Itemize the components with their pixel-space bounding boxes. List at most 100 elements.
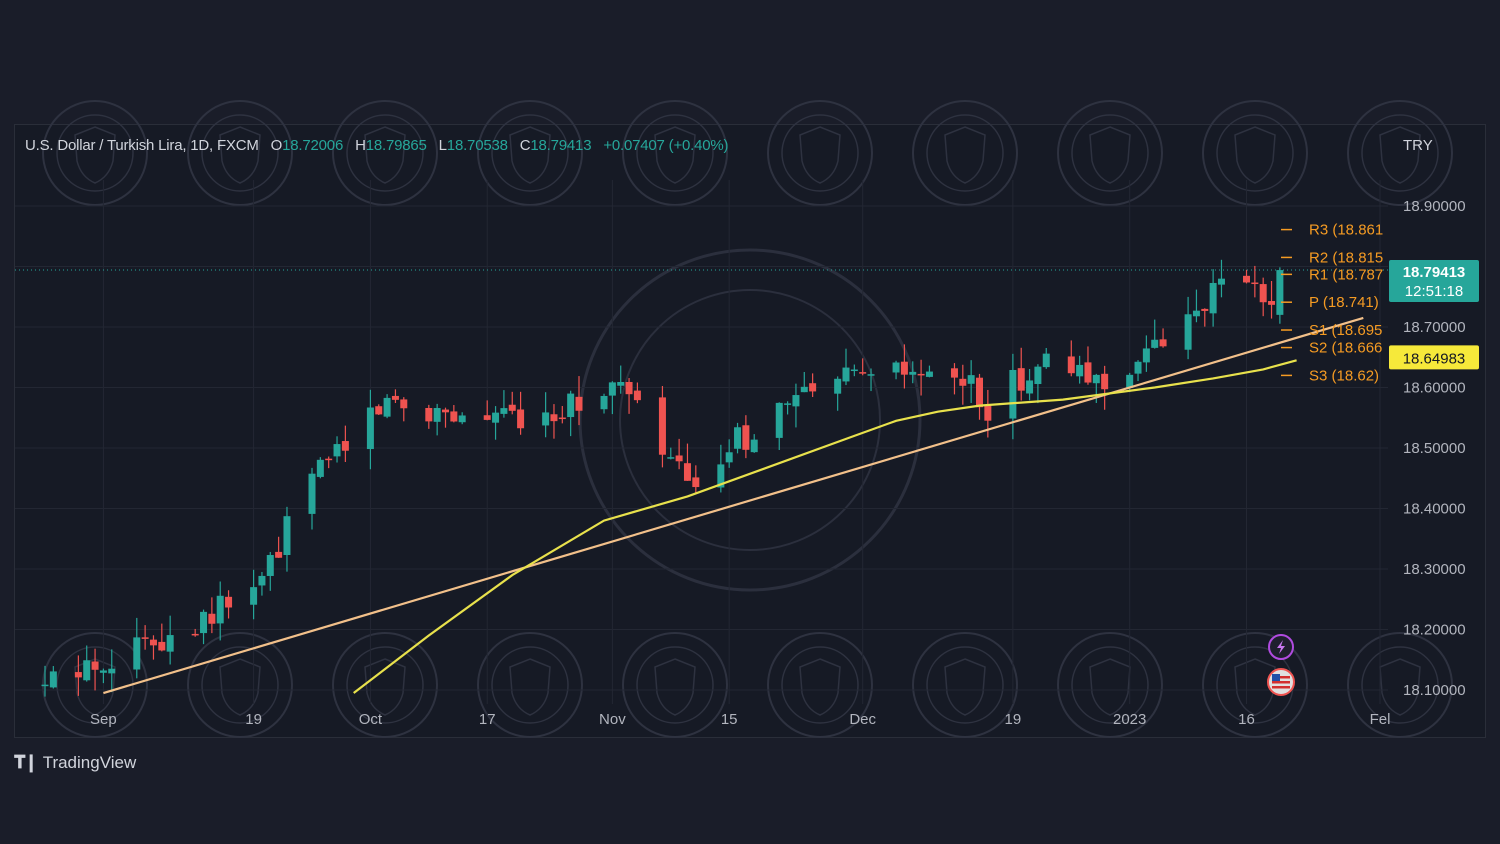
price-tick-label: 18.10000 bbox=[1403, 682, 1466, 699]
candle-body bbox=[133, 637, 141, 670]
candle-body bbox=[442, 409, 449, 413]
candle-body bbox=[1243, 275, 1250, 283]
candle-body bbox=[1217, 278, 1225, 285]
candle-body bbox=[633, 390, 641, 401]
last-price-badge bbox=[1389, 260, 1479, 303]
watermark-layer bbox=[42, 100, 1453, 738]
candle-body bbox=[717, 464, 725, 488]
candle-body bbox=[1042, 353, 1050, 368]
candle-body bbox=[316, 459, 324, 477]
candle-body bbox=[976, 377, 983, 408]
candle-body bbox=[667, 457, 675, 459]
candle-body bbox=[725, 452, 733, 463]
trendline bbox=[103, 316, 1364, 695]
candle-body bbox=[158, 641, 166, 651]
candle-body bbox=[400, 399, 408, 409]
time-tick-label: Dec bbox=[849, 711, 876, 728]
bar-countdown: 12:51:18 bbox=[1405, 283, 1463, 300]
candle-body bbox=[1067, 356, 1075, 374]
time-tick-label: 16 bbox=[1238, 711, 1255, 728]
candle-body bbox=[275, 551, 283, 558]
candle-body bbox=[784, 403, 792, 405]
candle-body bbox=[99, 670, 107, 673]
candle-body bbox=[617, 381, 625, 386]
us-flag-icon[interactable] bbox=[1267, 668, 1295, 696]
candle-body bbox=[575, 396, 583, 411]
candle-body bbox=[800, 386, 808, 393]
candle-body bbox=[200, 611, 208, 634]
candle-body bbox=[1126, 374, 1134, 388]
candle-body bbox=[834, 378, 842, 394]
price-tick-label: 18.20000 bbox=[1403, 622, 1466, 639]
candle-body bbox=[225, 596, 233, 608]
candle-body bbox=[208, 613, 216, 624]
candle-body bbox=[1142, 348, 1150, 363]
candle-body bbox=[458, 415, 466, 423]
symbol-title: U.S. Dollar / Turkish Lira, 1D, FXCM bbox=[25, 137, 259, 154]
candle-body bbox=[1276, 270, 1284, 315]
pivot-label: P (18.741) bbox=[1309, 294, 1379, 311]
watermark-emblem bbox=[619, 289, 881, 551]
change-value: +0.07407 (+0.40%) bbox=[603, 137, 729, 154]
candle-body bbox=[625, 381, 633, 395]
watermark-emblem bbox=[332, 632, 438, 738]
high-value: 18.79865 bbox=[365, 137, 427, 154]
candle-body bbox=[149, 639, 157, 646]
price-tick-label: 18.90000 bbox=[1403, 198, 1466, 215]
candle-body bbox=[49, 671, 57, 688]
candle-body bbox=[366, 407, 374, 450]
time-tick-label: 2023 bbox=[1113, 711, 1146, 728]
high-label: H bbox=[355, 137, 366, 154]
price-axis[interactable]: TRY18.9000018.8000018.7000018.6000018.50… bbox=[1403, 137, 1466, 699]
overlay-lines bbox=[15, 269, 1388, 695]
candle-body bbox=[775, 402, 783, 438]
candle-body bbox=[258, 575, 266, 586]
price-axis-labels: 18.79413 12:51:18 18.64983 bbox=[1389, 260, 1479, 370]
time-tick-label: 17 bbox=[479, 711, 496, 728]
candle-body bbox=[1134, 361, 1142, 374]
candle-body bbox=[542, 412, 550, 426]
symbol-legend: U.S. Dollar / Turkish Lira, 1D, FXCM O18… bbox=[25, 137, 729, 154]
candle-body bbox=[492, 412, 500, 423]
event-icons[interactable] bbox=[1267, 634, 1295, 696]
candle-body bbox=[1092, 374, 1100, 384]
candle-body bbox=[283, 516, 291, 555]
candle-body bbox=[917, 373, 925, 376]
time-tick-label: Sep bbox=[90, 711, 117, 728]
candle-body bbox=[1009, 369, 1017, 419]
time-tick-label: 19 bbox=[1005, 711, 1022, 728]
close-label: C bbox=[519, 137, 531, 154]
candle-body bbox=[325, 458, 333, 461]
candle-body bbox=[600, 395, 608, 410]
pivot-label: R1 (18.787 bbox=[1309, 266, 1383, 283]
candle-body bbox=[608, 382, 616, 396]
flash-icon[interactable] bbox=[1268, 634, 1294, 660]
candle-body bbox=[959, 378, 967, 386]
tradingview-brand[interactable]: 𝐓❙ TradingView bbox=[14, 752, 136, 773]
time-axis[interactable]: Sep 19 Oct 17 Nov 15 Dec 19 2023 16 Fel bbox=[90, 711, 1390, 728]
candle-body bbox=[41, 684, 49, 687]
pivot-label: R3 (18.861 bbox=[1309, 222, 1383, 239]
time-tick-label: Fel bbox=[1370, 711, 1391, 728]
candle-body bbox=[842, 367, 850, 382]
candle-body bbox=[517, 409, 525, 429]
candle-body bbox=[850, 369, 858, 372]
candle-body bbox=[734, 427, 742, 449]
candle-body bbox=[809, 383, 817, 392]
moving-average-badge bbox=[1389, 345, 1479, 370]
time-tick-label: Oct bbox=[359, 711, 383, 728]
candle-body bbox=[450, 411, 458, 422]
candle-body bbox=[166, 635, 174, 652]
candle-body bbox=[859, 372, 867, 374]
watermark-emblem bbox=[912, 100, 1018, 206]
candle-body bbox=[191, 633, 199, 636]
candle-body bbox=[1192, 310, 1200, 317]
candle-body bbox=[792, 395, 800, 407]
candle-body bbox=[433, 408, 441, 422]
candlestick-series bbox=[41, 259, 1284, 697]
candle-body bbox=[333, 444, 341, 457]
candle-body bbox=[1034, 366, 1042, 385]
last-price-value: 18.79413 bbox=[1403, 264, 1466, 281]
